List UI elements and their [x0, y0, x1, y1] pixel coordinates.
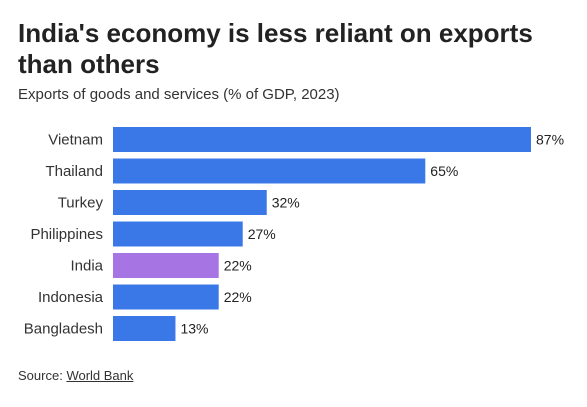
- bar-indonesia: [113, 284, 219, 310]
- bar-india: [113, 253, 219, 278]
- value-label: 27%: [248, 226, 276, 242]
- source-link[interactable]: World Bank: [66, 368, 134, 383]
- value-label: 22%: [224, 258, 252, 274]
- category-label: Bangladesh: [24, 321, 103, 338]
- bar-thailand: [113, 158, 426, 184]
- value-label: 32%: [272, 195, 300, 211]
- value-label: 13%: [180, 321, 208, 337]
- chart-title: India's economy is less reliant on expor…: [18, 18, 533, 79]
- category-label: Vietnam: [48, 132, 103, 149]
- value-label: 22%: [224, 289, 252, 305]
- category-label: Turkey: [58, 195, 104, 212]
- category-label: India: [70, 258, 103, 275]
- bar-philippines: [113, 221, 243, 247]
- source-prefix: Source:: [18, 368, 63, 383]
- category-label: Thailand: [45, 163, 103, 180]
- bar-chart: Vietnam 87% Thailand 65% Turkey 32% Philippine…: [24, 127, 564, 341]
- bar-bangladesh: [113, 316, 176, 341]
- bar-vietnam: [113, 127, 531, 152]
- category-label: Philippines: [30, 226, 103, 243]
- bar-turkey: [113, 190, 267, 215]
- source-note: Source: World Bank: [18, 368, 133, 383]
- category-label: Indonesia: [38, 289, 104, 306]
- chart-subtitle: Exports of goods and services (% of GDP,…: [18, 86, 340, 103]
- value-label: 87%: [536, 132, 564, 148]
- value-label: 65%: [430, 163, 458, 179]
